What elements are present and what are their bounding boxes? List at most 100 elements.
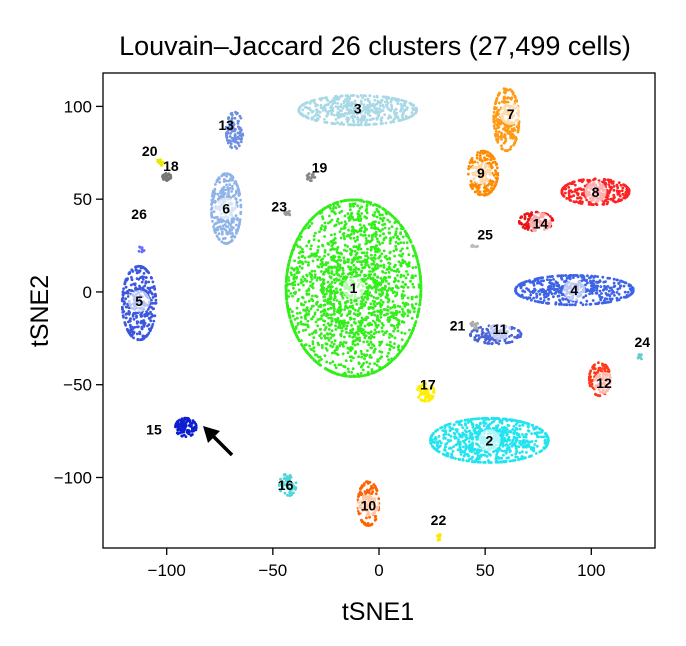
data-point	[498, 91, 501, 95]
data-point	[211, 191, 215, 195]
data-point	[286, 267, 290, 270]
data-point	[354, 266, 358, 269]
data-point	[388, 242, 392, 245]
data-point	[399, 349, 403, 353]
data-point	[511, 438, 515, 442]
data-point	[353, 299, 356, 303]
data-point	[502, 453, 505, 457]
data-point	[532, 426, 535, 430]
data-point	[360, 205, 364, 209]
data-point	[387, 271, 391, 274]
data-point	[394, 107, 398, 111]
data-point	[376, 240, 380, 243]
data-point	[375, 282, 379, 286]
data-point	[378, 107, 381, 111]
data-point	[385, 257, 389, 261]
data-point	[457, 421, 461, 425]
data-point	[296, 316, 299, 320]
data-point	[330, 302, 334, 306]
data-point	[342, 235, 346, 238]
data-point	[508, 147, 512, 151]
data-point	[406, 339, 409, 343]
data-point	[342, 232, 346, 235]
data-point	[337, 324, 341, 328]
data-point	[448, 425, 452, 429]
data-point	[336, 121, 339, 125]
data-point	[363, 304, 367, 307]
data-point	[364, 242, 368, 246]
data-point	[300, 322, 303, 326]
data-point	[334, 98, 338, 101]
data-point	[357, 198, 361, 202]
data-point	[343, 259, 346, 262]
data-point	[397, 237, 401, 241]
data-point	[310, 269, 314, 273]
data-point	[297, 283, 300, 286]
data-point	[293, 283, 297, 287]
data-point	[376, 309, 379, 313]
data-point	[340, 374, 344, 377]
data-point	[396, 345, 400, 349]
data-point	[455, 428, 459, 431]
data-point	[593, 274, 597, 278]
data-point	[458, 458, 462, 461]
data-point	[379, 104, 382, 108]
data-point	[298, 265, 302, 268]
data-point	[347, 123, 350, 127]
data-point	[558, 299, 562, 303]
data-point	[484, 422, 488, 425]
data-point	[507, 435, 511, 439]
data-point	[401, 296, 405, 300]
data-point	[301, 295, 304, 299]
data-point	[347, 312, 351, 315]
data-point	[345, 330, 348, 334]
data-point	[485, 450, 489, 454]
data-point	[363, 273, 367, 277]
data-point	[364, 263, 367, 266]
data-point	[347, 370, 351, 374]
data-point	[332, 333, 336, 337]
data-point	[302, 283, 305, 287]
data-point	[604, 292, 608, 295]
data-point	[235, 191, 238, 195]
data-point	[609, 286, 613, 290]
data-point	[338, 344, 342, 348]
data-point	[370, 323, 374, 327]
data-point	[382, 333, 385, 336]
data-point	[335, 290, 339, 293]
data-point	[373, 328, 377, 332]
data-point	[624, 281, 628, 285]
data-point	[517, 433, 520, 437]
data-point	[490, 417, 494, 421]
data-point	[589, 302, 593, 306]
data-point	[335, 270, 339, 274]
data-point	[500, 419, 504, 422]
data-point	[592, 279, 596, 283]
data-point	[365, 286, 369, 289]
data-point	[339, 259, 343, 262]
data-point	[613, 294, 616, 297]
data-point	[379, 304, 382, 308]
data-point	[494, 102, 497, 106]
data-point	[316, 251, 319, 254]
data-point	[359, 219, 362, 223]
data-point	[375, 95, 379, 99]
data-point	[496, 424, 500, 427]
data-point	[595, 280, 599, 284]
data-point	[324, 292, 328, 296]
data-point	[381, 330, 384, 333]
data-point	[232, 226, 235, 230]
data-point	[230, 184, 234, 188]
data-point	[305, 223, 308, 227]
data-point	[334, 318, 338, 321]
data-point	[407, 236, 411, 240]
data-point	[370, 221, 374, 225]
data-point	[309, 108, 312, 112]
data-point	[336, 203, 340, 207]
data-point	[367, 365, 370, 369]
data-point	[525, 443, 529, 447]
data-point	[412, 310, 416, 313]
data-point	[602, 280, 606, 284]
data-point	[234, 198, 238, 201]
